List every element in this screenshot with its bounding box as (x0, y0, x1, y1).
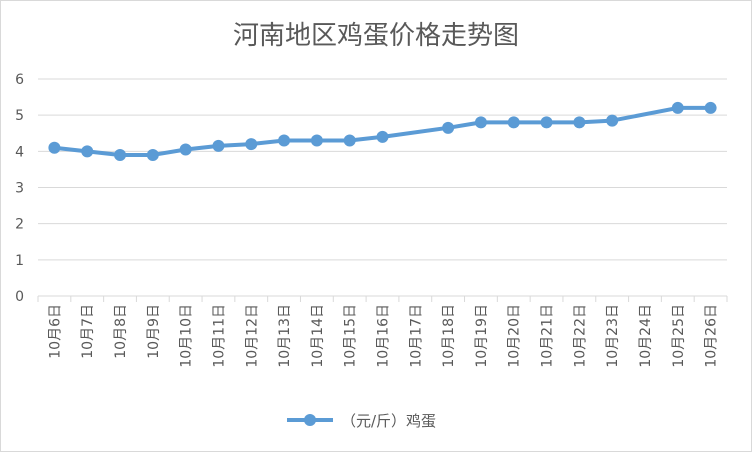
x-tick-label: 10月17日 (408, 304, 424, 368)
x-tick-label: 10月6日 (47, 304, 63, 359)
data-point (114, 148, 127, 161)
y-tick-label: 4 (15, 144, 24, 160)
y-tick-label: 0 (15, 289, 24, 305)
data-point (474, 116, 487, 129)
x-tick-label: 10月22日 (572, 304, 588, 368)
x-tick-label: 10月12日 (244, 304, 260, 368)
legend-marker-swatch (304, 414, 316, 426)
data-point (671, 101, 684, 114)
x-tick-label: 10月15日 (343, 304, 359, 368)
x-tick-label: 10月25日 (671, 304, 687, 368)
x-tick-label: 10月10日 (179, 304, 195, 368)
data-point (573, 116, 586, 129)
y-axis-ticks: 0 1 2 3 4 5 6 (15, 72, 24, 305)
x-tick-label: 10月9日 (146, 304, 162, 359)
x-tick-label: 10月18日 (441, 304, 457, 368)
chart-title: 河南地区鸡蛋价格走势图 (233, 21, 519, 51)
data-point (179, 143, 192, 156)
data-point (704, 101, 717, 114)
data-point (48, 141, 61, 154)
x-tick-label: 10月14日 (310, 304, 326, 368)
x-tick-label: 10月16日 (376, 304, 392, 368)
data-point (442, 121, 455, 134)
data-point (606, 114, 619, 127)
data-point (507, 116, 520, 129)
y-tick-label: 3 (15, 181, 24, 197)
x-tick-label: 10月26日 (704, 304, 720, 368)
x-tick-label: 10月11日 (211, 304, 227, 368)
data-point (212, 139, 225, 152)
y-tick-label: 1 (15, 253, 24, 269)
gridlines (38, 78, 727, 261)
y-tick-label: 5 (15, 108, 24, 124)
x-tick-label: 10月19日 (474, 304, 490, 368)
legend-series-label: （元/斤）鸡蛋 (341, 412, 436, 430)
y-tick-label: 2 (15, 217, 24, 233)
x-tick-label: 10月21日 (540, 304, 556, 368)
x-tick-label: 10月7日 (80, 304, 96, 359)
x-tick-label: 10月13日 (277, 304, 293, 368)
x-tick-label: 10月24日 (638, 304, 654, 368)
data-point (310, 134, 323, 147)
data-point (540, 116, 553, 129)
x-axis: 10月6日 10月7日 10月8日 10月9日 10月10日 10月11日 10月12日 10… (37, 295, 728, 368)
data-point (146, 148, 159, 161)
data-point (245, 138, 258, 151)
x-tick-label: 10月23日 (605, 304, 621, 368)
x-tick-label: 10月20日 (507, 304, 523, 368)
x-tick-label: 10月8日 (113, 304, 129, 359)
legend: （元/斤）鸡蛋 (287, 412, 436, 430)
series-layer (48, 101, 717, 161)
data-point (343, 134, 356, 147)
data-point (376, 130, 389, 143)
data-point (81, 145, 94, 158)
data-point (278, 134, 291, 147)
y-tick-label: 6 (15, 72, 24, 88)
